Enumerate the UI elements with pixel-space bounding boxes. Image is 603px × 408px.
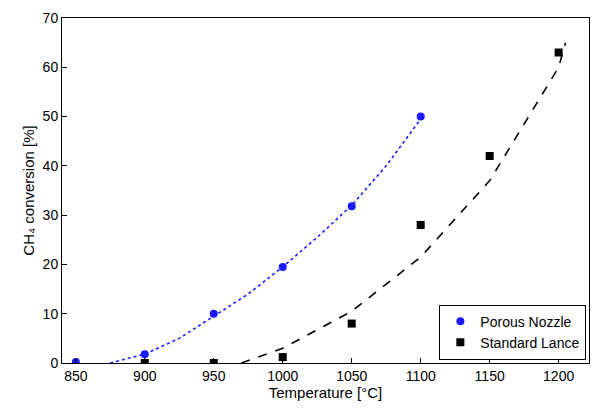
svg-text:900: 900 <box>133 368 157 384</box>
svg-text:10: 10 <box>43 306 59 322</box>
svg-text:0: 0 <box>50 355 58 371</box>
svg-text:30: 30 <box>43 207 59 223</box>
svg-text:1200: 1200 <box>543 368 574 384</box>
svg-text:20: 20 <box>43 256 59 272</box>
svg-text:1050: 1050 <box>336 368 367 384</box>
svg-text:40: 40 <box>43 158 59 174</box>
svg-text:Porous Nozzle: Porous Nozzle <box>480 314 571 330</box>
svg-text:CH₄ conversion [%]: CH₄ conversion [%] <box>20 125 37 255</box>
svg-text:1000: 1000 <box>267 368 298 384</box>
svg-text:Temperature [°C]: Temperature [°C] <box>269 384 383 401</box>
svg-text:Standard Lance: Standard Lance <box>480 335 579 351</box>
svg-text:60: 60 <box>43 59 59 75</box>
svg-text:1150: 1150 <box>475 368 505 384</box>
svg-text:70: 70 <box>43 10 59 26</box>
svg-text:850: 850 <box>64 368 88 384</box>
svg-text:1100: 1100 <box>406 368 436 384</box>
svg-text:50: 50 <box>43 108 59 124</box>
svg-text:950: 950 <box>202 368 226 384</box>
